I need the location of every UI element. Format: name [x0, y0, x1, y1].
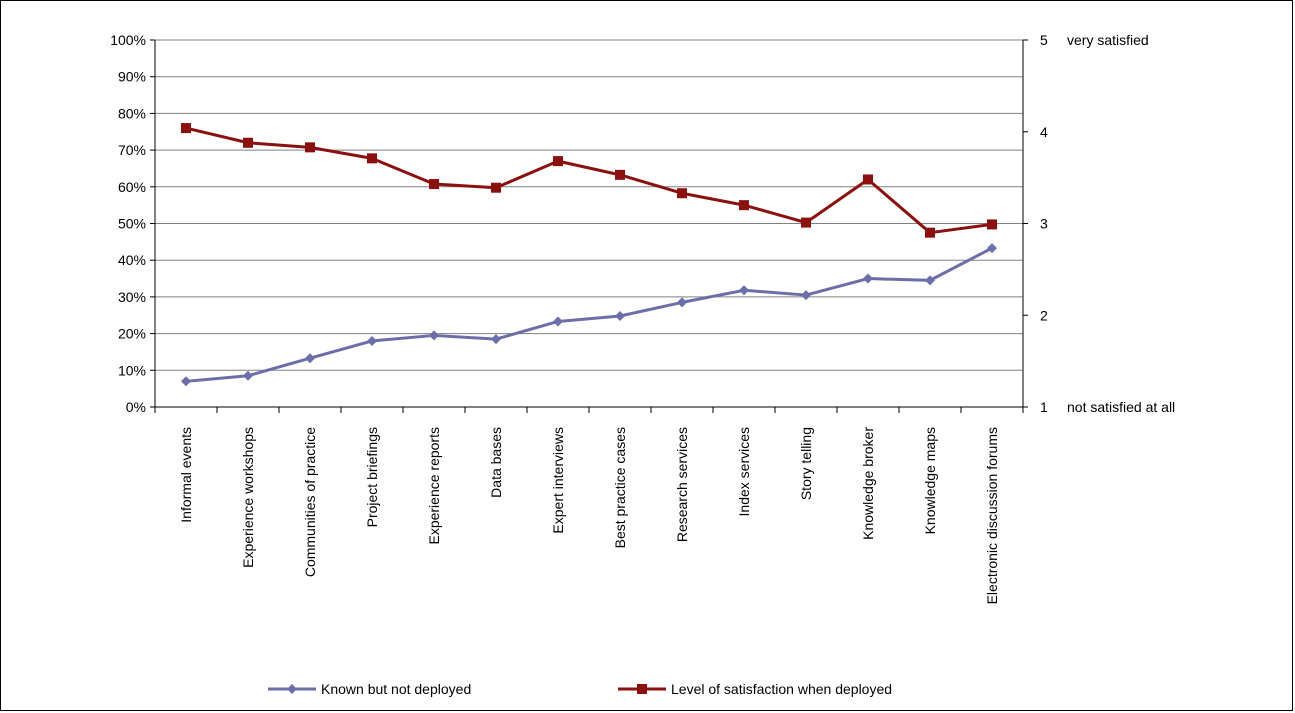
data-point	[429, 179, 439, 190]
right-tick-label: 2	[1040, 307, 1048, 323]
category-label: Research services	[674, 427, 690, 542]
left-tick-label: 20%	[118, 326, 146, 342]
right-tick-label: 5	[1040, 32, 1048, 48]
data-point	[863, 174, 873, 185]
data-point	[553, 156, 563, 167]
category-label: Communities of practice	[302, 427, 318, 577]
left-axis-ticks: 0% 10% 20% 30% 40% 50% 60% 70% 80% 90% 100%	[110, 32, 155, 415]
category-label: Knowledge broker	[860, 427, 876, 540]
data-point	[367, 335, 377, 346]
data-point	[925, 275, 935, 286]
legend-item: Known but not deployed	[268, 681, 471, 697]
series-layer	[181, 123, 997, 387]
left-tick-label: 30%	[118, 289, 146, 305]
legend-label: Level of satisfaction when deployed	[671, 681, 892, 697]
data-point	[243, 370, 253, 381]
left-tick-label: 50%	[118, 216, 146, 232]
data-point	[181, 376, 191, 387]
category-label: Experience reports	[426, 427, 442, 545]
series-line	[185, 246, 993, 383]
data-point	[739, 285, 749, 296]
data-point	[305, 353, 315, 364]
data-point	[491, 334, 501, 345]
category-label: Experience workshops	[240, 427, 256, 568]
left-tick-label: 60%	[118, 179, 146, 195]
left-tick-label: 40%	[118, 252, 146, 268]
category-label: Informal events	[178, 427, 194, 523]
data-point	[491, 182, 501, 193]
legend-marker	[287, 684, 297, 694]
series-1	[181, 243, 997, 387]
data-point	[305, 142, 315, 153]
data-point	[677, 297, 687, 308]
right-tick-label: 1	[1040, 399, 1048, 415]
category-label: Best practice cases	[612, 427, 628, 548]
category-label: Knowledge maps	[922, 427, 938, 534]
right-axis-bottom-label: not satisfied at all	[1067, 399, 1175, 415]
data-point	[739, 200, 749, 211]
left-tick-label: 90%	[118, 69, 146, 85]
series-2	[181, 123, 997, 238]
data-point	[801, 290, 811, 301]
data-point	[863, 273, 873, 284]
data-point	[243, 137, 253, 148]
data-point	[429, 330, 439, 341]
data-point	[615, 169, 625, 180]
left-tick-label: 100%	[110, 32, 146, 48]
data-point	[553, 316, 563, 327]
data-point	[987, 243, 997, 254]
data-point	[801, 217, 811, 228]
data-point	[181, 123, 191, 134]
data-point	[925, 227, 935, 238]
axes	[154, 40, 1024, 413]
category-labels: Informal events Experience workshops Commu…	[178, 427, 1000, 605]
right-tick-label: 4	[1040, 124, 1048, 140]
data-point	[677, 188, 687, 199]
category-label: Expert interviews	[550, 427, 566, 534]
left-tick-label: 70%	[118, 142, 146, 158]
data-point	[367, 153, 377, 164]
legend-label: Known but not deployed	[321, 681, 471, 697]
data-point	[987, 219, 997, 230]
left-tick-label: 80%	[118, 105, 146, 121]
category-label: Project briefings	[364, 427, 380, 527]
category-label: Data bases	[488, 427, 504, 498]
right-axis-top-label: very satisfied	[1067, 32, 1149, 48]
left-tick-label: 10%	[118, 362, 146, 378]
gridlines	[155, 39, 1023, 371]
legend-marker	[637, 684, 647, 694]
legend: Known but not deployed Level of satisfact…	[268, 681, 892, 697]
right-axis-ticks: 1 2 3 4 5 very satisfied not satisfied at all	[1023, 32, 1175, 415]
data-point	[615, 310, 625, 321]
category-label: Index services	[736, 427, 752, 516]
series-line	[185, 126, 993, 235]
category-label: Story telling	[798, 427, 814, 500]
right-tick-label: 3	[1040, 216, 1048, 232]
legend-item: Level of satisfaction when deployed	[618, 681, 892, 697]
category-label: Electronic discussion forums	[984, 427, 1000, 604]
left-tick-label: 0%	[126, 399, 146, 415]
